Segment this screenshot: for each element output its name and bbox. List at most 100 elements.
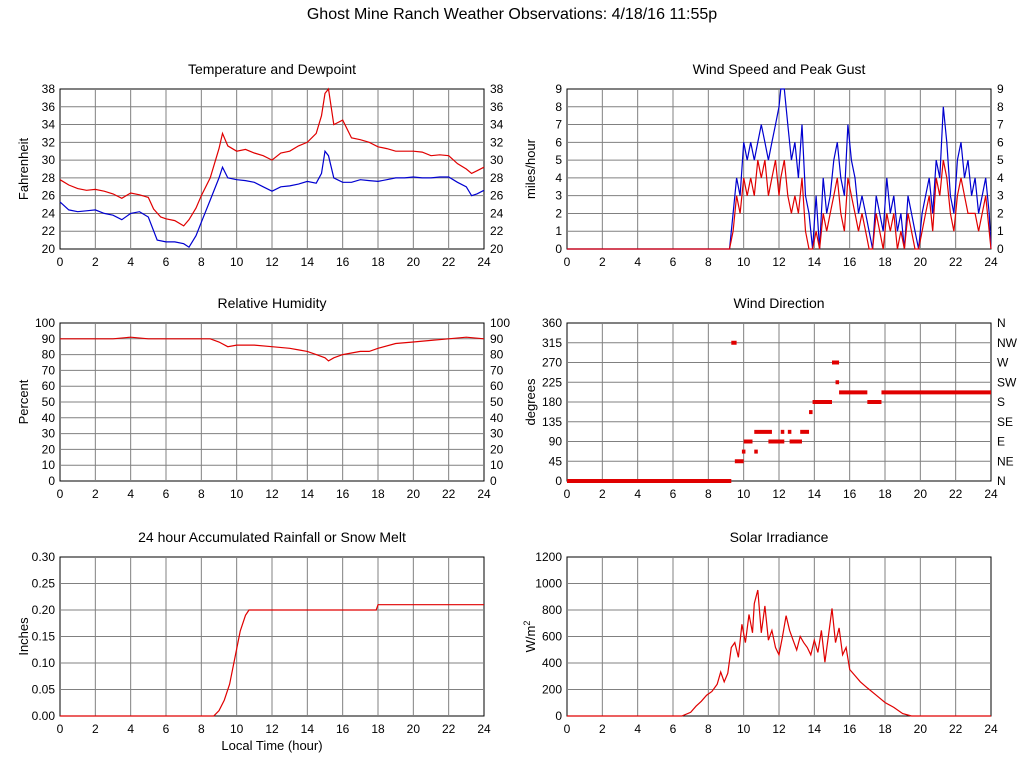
rain-y-tick-label: 0.05 (32, 683, 56, 697)
temp-x-tick-label: 20 (407, 255, 421, 269)
dir-x-tick-label: 10 (737, 487, 751, 501)
solar-x-tick-label: 2 (599, 722, 606, 736)
rh-y-axis-label: Percent (16, 379, 31, 424)
rh-x-tick-label: 0 (57, 487, 64, 501)
temp-title: Temperature and Dewpoint (188, 61, 356, 77)
solar-y-tick-label: 1200 (535, 550, 562, 564)
wind-y-tick-label: 7 (555, 118, 562, 132)
solar-x-tick-label: 4 (634, 722, 641, 736)
wind-y-axis-label: miles/hour (523, 138, 538, 199)
rh-y-tick-label: 70 (42, 363, 56, 377)
dir-y-tick-label: 315 (542, 336, 562, 350)
dir-right-tick-label: W (997, 356, 1009, 370)
solar-x-tick-label: 24 (984, 722, 998, 736)
rh-right-tick-label: 70 (490, 363, 504, 377)
dir-y-tick-label: 90 (549, 435, 563, 449)
wind-x-tick-label: 18 (878, 255, 892, 269)
wind-y-tick-label: 0 (555, 242, 562, 256)
wind-x-tick-label: 10 (737, 255, 751, 269)
wind-y-tick-label: 4 (555, 171, 562, 185)
rain-x-tick-label: 6 (163, 722, 170, 736)
rh-x-tick-label: 22 (442, 487, 456, 501)
dir-y-tick-label: 180 (542, 395, 562, 409)
dir-chart: 0 2 4 6 8 10 12 14 16 18 20 22 240459013518022527031… (523, 295, 1018, 501)
temp-y-tick-label: 32 (42, 135, 56, 149)
wind-right-tick-label: 2 (997, 206, 1004, 220)
rh-x-tick-label: 4 (127, 487, 134, 501)
temp-chart: 0 2 4 6 8 10 12 14 16 18 20 22 242022242628303234363… (16, 61, 504, 269)
solar-x-tick-label: 20 (914, 722, 928, 736)
dir-x-tick-label: 16 (843, 487, 857, 501)
rh-right-tick-label: 60 (490, 379, 504, 393)
solar-x-tick-label: 0 (564, 722, 571, 736)
rain-x-tick-label: 2 (92, 722, 99, 736)
temp-right-tick-label: 34 (490, 118, 504, 132)
rh-x-tick-label: 10 (230, 487, 244, 501)
page-title: Ghost Mine Ranch Weather Observations: 4… (306, 6, 718, 23)
temp-x-tick-label: 8 (198, 255, 205, 269)
rain-x-tick-label: 14 (301, 722, 315, 736)
temp-x-tick-label: 6 (163, 255, 170, 269)
solar-y-tick-label: 600 (542, 630, 562, 644)
wind-x-tick-label: 2 (599, 255, 606, 269)
dir-x-tick-label: 4 (634, 487, 641, 501)
solar-x-tick-label: 18 (878, 722, 892, 736)
wind-right-tick-label: 3 (997, 189, 1004, 203)
rain-x-tick-label: 24 (477, 722, 491, 736)
rh-right-tick-label: 40 (490, 411, 504, 425)
rh-y-tick-label: 80 (42, 348, 56, 362)
wind-x-tick-label: 12 (772, 255, 786, 269)
dir-y-axis-label: degrees (523, 378, 538, 425)
rh-right-tick-label: 30 (490, 427, 504, 441)
rh-y-tick-label: 60 (42, 379, 56, 393)
temp-x-tick-label: 12 (265, 255, 279, 269)
dir-y-tick-label: 45 (549, 454, 563, 468)
temp-y-tick-label: 22 (42, 224, 56, 238)
temp-right-tick-label: 22 (490, 224, 504, 238)
wind-right-tick-label: 4 (997, 171, 1004, 185)
dir-right-tick-label: NW (997, 336, 1018, 350)
wind-series-peak-gust (567, 88, 992, 250)
wind-x-tick-label: 4 (634, 255, 641, 269)
rain-y-tick-label: 0.00 (32, 709, 56, 723)
temp-y-tick-label: 36 (42, 100, 56, 114)
temp-x-tick-label: 10 (230, 255, 244, 269)
temp-y-tick-label: 26 (42, 189, 56, 203)
rain-x-tick-label: 20 (407, 722, 421, 736)
dir-x-tick-label: 0 (564, 487, 571, 501)
wind-x-tick-label: 16 (843, 255, 857, 269)
wind-x-tick-label: 14 (808, 255, 822, 269)
wind-title: Wind Speed and Peak Gust (693, 61, 866, 77)
rh-y-tick-label: 0 (48, 474, 55, 488)
wind-chart: 0 2 4 6 8 10 12 14 16 18 20 22 240123456789012345678… (523, 61, 1004, 269)
solar-y-axis-label: W/m2 (522, 621, 538, 653)
solar-x-tick-label: 8 (705, 722, 712, 736)
dir-x-tick-label: 8 (705, 487, 712, 501)
temp-x-tick-label: 18 (371, 255, 385, 269)
dir-y-tick-label: 360 (542, 316, 562, 330)
wind-x-tick-label: 22 (949, 255, 963, 269)
wind-y-tick-label: 1 (555, 224, 562, 238)
rh-right-tick-label: 20 (490, 442, 504, 456)
rain-y-axis-label: Inches (16, 617, 31, 656)
rh-title: Relative Humidity (218, 295, 327, 311)
solar-y-tick-label: 0 (555, 709, 562, 723)
dir-right-tick-label: N (997, 474, 1006, 488)
dir-x-tick-label: 22 (949, 487, 963, 501)
rain-y-tick-label: 0.20 (32, 603, 56, 617)
wind-y-tick-label: 2 (555, 206, 562, 220)
solar-y-tick-label: 200 (542, 683, 562, 697)
temp-y-tick-label: 34 (42, 118, 56, 132)
rh-y-tick-label: 30 (42, 427, 56, 441)
rh-right-tick-label: 0 (490, 474, 497, 488)
temp-y-tick-label: 24 (42, 206, 56, 220)
dir-x-tick-label: 24 (984, 487, 998, 501)
wind-x-tick-label: 24 (984, 255, 998, 269)
wind-x-tick-label: 6 (670, 255, 677, 269)
wind-series-wind-speed (567, 159, 992, 250)
wind-y-tick-label: 8 (555, 100, 562, 114)
wind-y-tick-label: 6 (555, 135, 562, 149)
wind-x-tick-label: 8 (705, 255, 712, 269)
wind-right-tick-label: 1 (997, 224, 1004, 238)
temp-right-tick-label: 32 (490, 135, 504, 149)
